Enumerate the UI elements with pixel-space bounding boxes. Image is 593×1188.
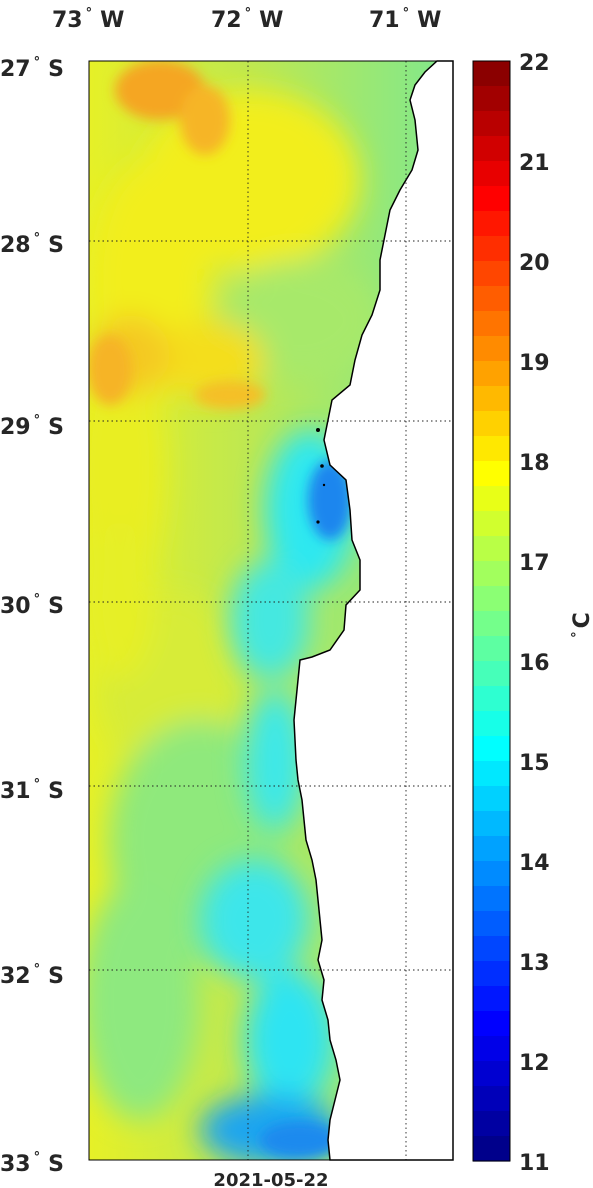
colorbar-step (473, 236, 510, 262)
colorbar-frame (472, 60, 511, 1162)
colorbar-tick-17: 17 (519, 551, 550, 576)
colorbar-step (473, 1111, 510, 1137)
colorbar-step (473, 461, 510, 487)
colorbar-gradient (473, 61, 510, 1162)
colorbar-step (473, 411, 510, 437)
colorbar-step (473, 361, 510, 387)
map-frame (88, 60, 454, 1161)
colorbar-tick-22: 22 (519, 51, 550, 76)
map-date: 2021-05-22 (213, 1170, 328, 1188)
colorbar-step (473, 1061, 510, 1087)
colorbar-step (473, 336, 510, 362)
colorbar-tick-11: 11 (519, 1151, 550, 1176)
graticule-grid (89, 61, 453, 1160)
colorbar-step (473, 161, 510, 187)
colorbar-step (473, 886, 510, 912)
land-area (293, 60, 454, 1161)
lat-label-32: 32 ° S (0, 962, 64, 989)
colorbar-step (473, 711, 510, 737)
colorbar-step (473, 736, 510, 762)
colorbar-step (473, 486, 510, 512)
colorbar-step (473, 436, 510, 462)
colorbar-step (473, 911, 510, 937)
colorbar-step (473, 111, 510, 137)
colorbar-step (473, 686, 510, 712)
colorbar-step (473, 1136, 510, 1162)
lon-label-71: 71 ° W (369, 6, 441, 33)
coastal-islands (316, 428, 326, 524)
lon-label-73: 73 ° W (52, 6, 124, 33)
colorbar-step (473, 611, 510, 637)
lon-label-72: 72 ° W (211, 6, 283, 33)
colorbar-step (473, 761, 510, 787)
colorbar-step (473, 961, 510, 987)
colorbar-step (473, 261, 510, 287)
colorbar-tick-20: 20 (519, 251, 550, 276)
colorbar-step (473, 311, 510, 337)
colorbar-step (473, 1011, 510, 1037)
colorbar-unit-label: °C (570, 612, 593, 638)
colorbar-tick-21: 21 (519, 151, 550, 176)
colorbar-step (473, 836, 510, 862)
longitude-labels: 73 ° W 72 ° W 71 ° W (52, 6, 441, 33)
colorbar-step (473, 1036, 510, 1062)
lat-label-28: 28 ° S (0, 231, 64, 258)
colorbar-step (473, 636, 510, 662)
lat-label-30: 30 ° S (0, 592, 64, 619)
colorbar-tick-labels: 22 21 20 19 18 17 16 15 14 13 12 11 (519, 51, 550, 1176)
colorbar-step (473, 586, 510, 612)
colorbar-tick-19: 19 (519, 351, 550, 376)
lat-label-27: 27 ° S (0, 55, 64, 82)
colorbar-step (473, 86, 510, 112)
lat-label-31: 31 ° S (0, 777, 64, 804)
colorbar-step (473, 186, 510, 212)
colorbar: 22 21 20 19 18 17 16 15 14 13 12 11 °C (472, 51, 593, 1176)
colorbar-step (473, 811, 510, 837)
colorbar-step (473, 786, 510, 812)
colorbar-step (473, 661, 510, 687)
colorbar-tick-18: 18 (519, 451, 550, 476)
colorbar-tick-12: 12 (519, 1051, 550, 1076)
colorbar-step (473, 986, 510, 1012)
colorbar-step (473, 286, 510, 312)
colorbar-step (473, 861, 510, 887)
colorbar-tick-15: 15 (519, 751, 550, 776)
colorbar-step (473, 386, 510, 412)
lat-label-33: 33 ° S (0, 1150, 64, 1177)
colorbar-tick-16: 16 (519, 651, 550, 676)
colorbar-step (473, 561, 510, 587)
colorbar-step (473, 1086, 510, 1112)
colorbar-step (473, 61, 510, 87)
colorbar-tick-14: 14 (519, 851, 550, 876)
colorbar-step (473, 211, 510, 237)
colorbar-step (473, 511, 510, 537)
lat-label-29: 29 ° S (0, 413, 64, 440)
colorbar-step (473, 536, 510, 562)
colorbar-step (473, 136, 510, 162)
colorbar-step (473, 936, 510, 962)
colorbar-tick-13: 13 (519, 951, 550, 976)
latitude-labels: 27 ° S 28 ° S 29 ° S 30 ° S 31 ° S 32 ° S 33 ° S (0, 55, 64, 1177)
